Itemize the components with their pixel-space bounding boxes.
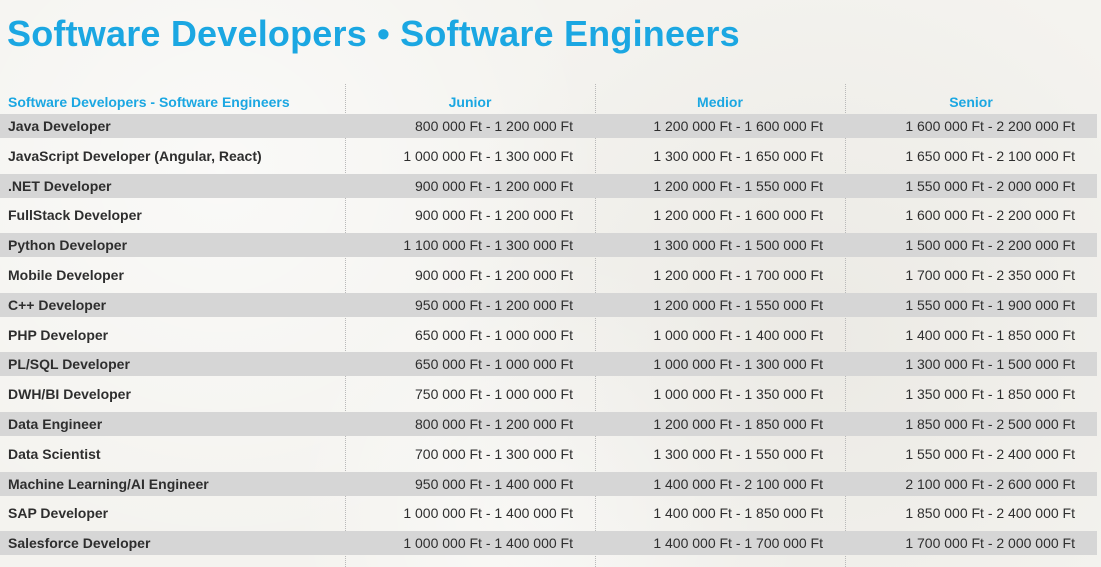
table-header-row: Software Developers - Software Engineers…: [0, 90, 1097, 114]
cell-medior: 1 200 000 Ft - 1 600 000 Ft: [653, 207, 823, 224]
cell-junior: 950 000 Ft - 1 400 000 Ft: [415, 475, 573, 492]
cell-senior: 1 650 000 Ft - 2 100 000 Ft: [905, 147, 1075, 164]
cell-medior: 1 400 000 Ft - 2 100 000 Ft: [653, 475, 823, 492]
cell-junior: 650 000 Ft - 1 000 000 Ft: [415, 356, 573, 373]
cell-role: PHP Developer: [8, 326, 109, 343]
column-divider: [595, 84, 596, 567]
cell-junior: 800 000 Ft - 1 200 000 Ft: [415, 118, 573, 134]
cell-medior: 1 000 000 Ft - 1 350 000 Ft: [653, 386, 823, 403]
cell-junior: 900 000 Ft - 1 200 000 Ft: [415, 177, 573, 194]
salary-table: Software Developers - Software Engineers…: [0, 90, 1097, 561]
cell-medior: 1 200 000 Ft - 1 600 000 Ft: [653, 118, 823, 134]
cell-medior: 1 200 000 Ft - 1 850 000 Ft: [653, 415, 823, 432]
cell-junior: 700 000 Ft - 1 300 000 Ft: [415, 445, 573, 462]
table-row: DWH/BI Developer 750 000 Ft - 1 000 000 F…: [0, 382, 1097, 406]
table-row: SAP Developer 1 000 000 Ft - 1 400 000 Ft…: [0, 501, 1097, 525]
cell-role: Data Scientist: [8, 445, 101, 462]
table-row: PL/SQL Developer 650 000 Ft - 1 000 000 F…: [0, 352, 1097, 377]
cell-junior: 1 000 000 Ft - 1 300 000 Ft: [403, 147, 573, 164]
cell-medior: 1 200 000 Ft - 1 550 000 Ft: [653, 177, 823, 194]
table-row: Java Developer 800 000 Ft - 1 200 000 Ft 1…: [0, 114, 1097, 138]
table-row: JavaScript Developer (Angular, React) 1 0…: [0, 144, 1097, 168]
header-senior: Senior: [949, 94, 993, 110]
cell-senior: 1 700 000 Ft - 2 000 000 Ft: [905, 535, 1075, 552]
cell-medior: 1 200 000 Ft - 1 700 000 Ft: [653, 266, 823, 283]
cell-role: DWH/BI Developer: [8, 386, 131, 403]
cell-role: C++ Developer: [8, 296, 107, 313]
cell-role: Python Developer: [8, 237, 128, 254]
cell-role: .NET Developer: [8, 177, 112, 194]
cell-senior: 1 350 000 Ft - 1 850 000 Ft: [905, 386, 1075, 403]
cell-senior: 1 600 000 Ft - 2 200 000 Ft: [905, 118, 1075, 134]
header-medior: Medior: [697, 94, 743, 110]
cell-senior: 1 850 000 Ft - 2 400 000 Ft: [905, 505, 1075, 522]
cell-medior: 1 400 000 Ft - 1 700 000 Ft: [653, 535, 823, 552]
table-row: C++ Developer 950 000 Ft - 1 200 000 Ft 1 …: [0, 292, 1097, 317]
cell-role: PL/SQL Developer: [8, 356, 130, 373]
cell-role: FullStack Developer: [8, 207, 142, 224]
cell-role: Data Engineer: [8, 415, 103, 432]
cell-medior: 1 300 000 Ft - 1 550 000 Ft: [653, 445, 823, 462]
cell-junior: 1 100 000 Ft - 1 300 000 Ft: [403, 237, 573, 254]
cell-junior: 900 000 Ft - 1 200 000 Ft: [415, 207, 573, 224]
table-body: Java Developer 800 000 Ft - 1 200 000 Ft 1…: [0, 114, 1097, 556]
column-divider: [345, 84, 346, 567]
table-row: Data Scientist 700 000 Ft - 1 300 000 Ft 1…: [0, 442, 1097, 466]
cell-role: JavaScript Developer (Angular, React): [8, 147, 262, 164]
cell-role: Salesforce Developer: [8, 535, 151, 552]
cell-medior: 1 300 000 Ft - 1 500 000 Ft: [653, 237, 823, 254]
cell-medior: 1 000 000 Ft - 1 300 000 Ft: [653, 356, 823, 373]
cell-medior: 1 000 000 Ft - 1 400 000 Ft: [653, 326, 823, 343]
cell-role: SAP Developer: [8, 505, 109, 522]
table-row: .NET Developer 900 000 Ft - 1 200 000 Ft 1…: [0, 173, 1097, 198]
cell-junior: 800 000 Ft - 1 200 000 Ft: [415, 415, 573, 432]
table-row: Python Developer 1 100 000 Ft - 1 300 000…: [0, 233, 1097, 258]
cell-senior: 2 100 000 Ft - 2 600 000 Ft: [905, 475, 1075, 492]
cell-senior: 1 600 000 Ft - 2 200 000 Ft: [905, 207, 1075, 224]
cell-senior: 1 550 000 Ft - 2 400 000 Ft: [905, 445, 1075, 462]
page-title: Software Developers • Software Engineers: [7, 13, 740, 54]
cell-medior: 1 400 000 Ft - 1 850 000 Ft: [653, 505, 823, 522]
cell-medior: 1 200 000 Ft - 1 550 000 Ft: [653, 296, 823, 313]
table-row: Salesforce Developer 1 000 000 Ft - 1 400…: [0, 531, 1097, 556]
header-role: Software Developers - Software Engineers: [8, 94, 290, 110]
cell-senior: 1 550 000 Ft - 2 000 000 Ft: [905, 177, 1075, 194]
cell-junior: 1 000 000 Ft - 1 400 000 Ft: [403, 505, 573, 522]
cell-role: Mobile Developer: [8, 266, 124, 283]
cell-junior: 950 000 Ft - 1 200 000 Ft: [415, 296, 573, 313]
table-row: Data Engineer 800 000 Ft - 1 200 000 Ft 1 …: [0, 411, 1097, 436]
cell-junior: 750 000 Ft - 1 000 000 Ft: [415, 386, 573, 403]
cell-senior: 1 550 000 Ft - 1 900 000 Ft: [905, 296, 1075, 313]
cell-senior: 1 700 000 Ft - 2 350 000 Ft: [905, 266, 1075, 283]
cell-senior: 1 300 000 Ft - 1 500 000 Ft: [905, 356, 1075, 373]
header-junior: Junior: [448, 94, 492, 110]
cell-junior: 650 000 Ft - 1 000 000 Ft: [415, 326, 573, 343]
cell-junior: 900 000 Ft - 1 200 000 Ft: [415, 266, 573, 283]
cell-role: Machine Learning/AI Engineer: [8, 475, 209, 492]
cell-senior: 1 500 000 Ft - 2 200 000 Ft: [905, 237, 1075, 254]
table-row: Machine Learning/AI Engineer 950 000 Ft -…: [0, 471, 1097, 496]
cell-medior: 1 300 000 Ft - 1 650 000 Ft: [653, 147, 823, 164]
cell-junior: 1 000 000 Ft - 1 400 000 Ft: [403, 535, 573, 552]
table-row: Mobile Developer 900 000 Ft - 1 200 000 F…: [0, 263, 1097, 287]
cell-senior: 1 400 000 Ft - 1 850 000 Ft: [905, 326, 1075, 343]
cell-senior: 1 850 000 Ft - 2 500 000 Ft: [905, 415, 1075, 432]
cell-role: Java Developer: [8, 118, 111, 134]
table-row: FullStack Developer 900 000 Ft - 1 200 00…: [0, 203, 1097, 227]
table-row: PHP Developer 650 000 Ft - 1 000 000 Ft 1 …: [0, 323, 1097, 347]
column-divider: [845, 84, 846, 567]
